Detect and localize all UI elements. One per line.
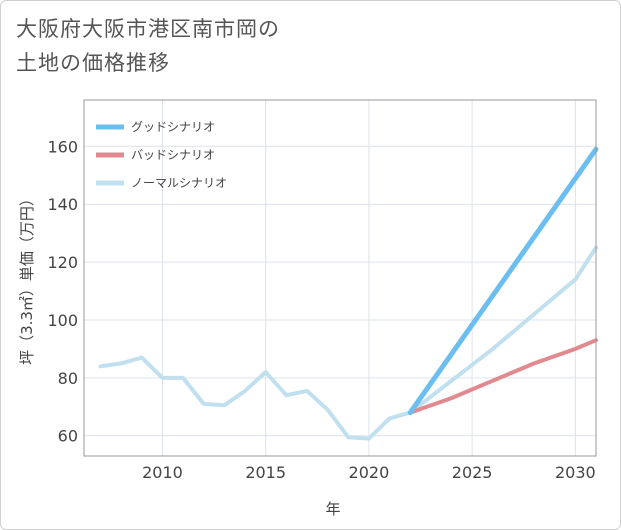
y-tick-140: 140 — [47, 195, 78, 214]
y-tick-100: 100 — [47, 311, 78, 330]
x-tick-2020: 2020 — [349, 463, 390, 482]
y-tick-160: 160 — [47, 137, 78, 156]
legend-label-good: グッドシナリオ — [131, 120, 215, 134]
series-line-バッドシナリオ — [408, 338, 598, 415]
y-tick-60: 60 — [58, 427, 78, 446]
plot-area-border — [83, 99, 597, 457]
legend-label-bad: バッドシナリオ — [131, 148, 215, 162]
x-tick-2015: 2015 — [245, 463, 286, 482]
x-axis-label: 年 — [325, 500, 340, 518]
series-line-historical — [98, 355, 413, 441]
legend-label-normal: ノーマルシナリオ — [131, 176, 227, 190]
title-line-2: 土地の価格推移 — [16, 51, 170, 75]
chart-title: 大阪府大阪市港区南市岡の 土地の価格推移 — [16, 12, 280, 80]
x-tick-2025: 2025 — [452, 463, 493, 482]
series-line-ノーマルシナリオ — [408, 245, 598, 415]
x-tick-2030: 2030 — [555, 463, 596, 482]
title-line-1: 大阪府大阪市港区南市岡の — [16, 17, 280, 41]
ticks: 2010 2015 2020 2025 2030 60 80 100 120 140 160 — [47, 137, 595, 482]
y-axis-label: 坪（3.3㎡）単価（万円） — [18, 191, 36, 365]
series-line-グッドシナリオ — [407, 146, 599, 416]
y-tick-80: 80 — [58, 369, 78, 388]
x-tick-2010: 2010 — [142, 463, 183, 482]
y-tick-120: 120 — [47, 253, 78, 272]
series-lines — [98, 146, 599, 441]
